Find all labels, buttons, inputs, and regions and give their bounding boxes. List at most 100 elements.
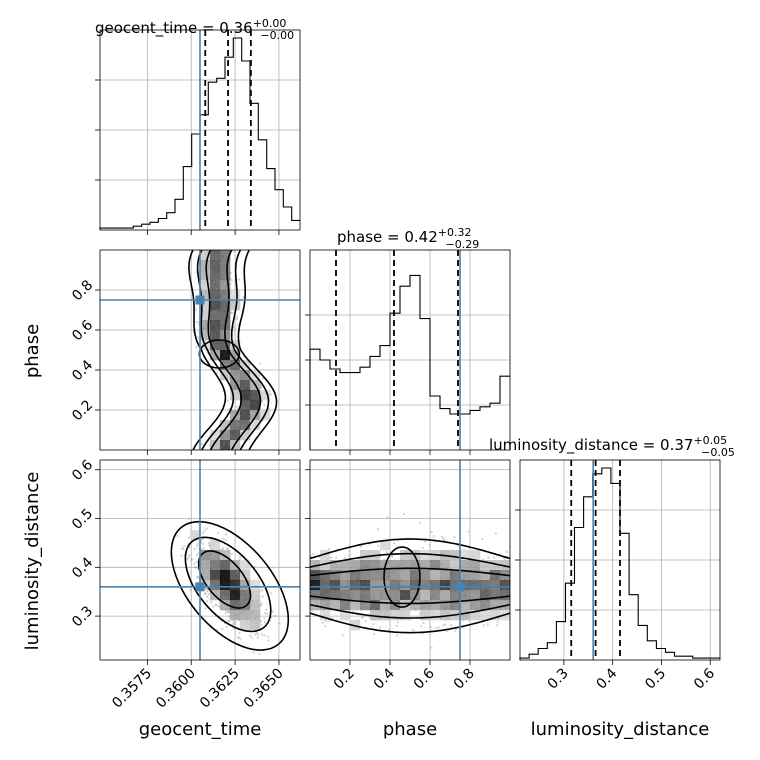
density-cell	[210, 290, 221, 301]
density-cell	[230, 290, 241, 301]
contours-phase-distance	[310, 538, 510, 634]
density-cell	[230, 570, 241, 581]
sample-point	[379, 626, 382, 629]
density-cell	[400, 570, 411, 581]
density-cell	[220, 290, 231, 301]
x-tick-label: 0.8	[451, 666, 478, 693]
density-cell	[350, 590, 361, 601]
x-axis-label-luminosity-distance: luminosity_distance	[531, 719, 710, 740]
sample-point	[360, 545, 363, 548]
sample-point	[228, 614, 231, 618]
y-axis-label-luminosity-distance: luminosity_distance	[22, 472, 43, 651]
sample-point	[396, 621, 399, 624]
density-cell	[220, 570, 231, 581]
density-cell	[470, 560, 481, 571]
contour-line	[310, 567, 510, 577]
density-cell	[220, 590, 231, 601]
sample-point	[258, 652, 261, 656]
sample-point	[442, 624, 445, 627]
sample-point	[242, 295, 245, 299]
sample-point	[238, 555, 242, 558]
sample-point	[216, 372, 219, 375]
sample-point	[387, 628, 390, 632]
density-cell	[330, 560, 341, 571]
sample-point	[403, 512, 406, 516]
y-tick-label: 0.6	[69, 317, 96, 344]
x-axis-label-phase: phase	[383, 719, 437, 740]
sample-point	[217, 531, 220, 534]
density-cell	[400, 600, 411, 611]
sample-point	[372, 622, 375, 626]
density-cell	[340, 610, 351, 621]
y-tick-label: 0.3	[69, 603, 96, 630]
density-cell	[310, 580, 321, 591]
sample-point	[422, 621, 425, 624]
sample-point	[197, 576, 200, 579]
density-cell	[240, 380, 251, 391]
sample-point	[197, 336, 200, 339]
sample-point	[467, 530, 470, 533]
sample-point	[430, 646, 433, 649]
density-cell	[370, 570, 381, 581]
density-cell	[240, 420, 251, 431]
sample-point	[493, 556, 496, 559]
y-tick-label: 0.8	[69, 277, 96, 304]
sample-point	[341, 634, 345, 637]
density-cell	[220, 440, 231, 450]
density-cell	[450, 550, 461, 561]
sample-point	[423, 540, 427, 543]
sample-point	[196, 575, 199, 578]
sample-point	[437, 626, 440, 629]
truth-marker	[195, 582, 205, 592]
contour-line	[184, 536, 272, 633]
sample-point	[190, 557, 194, 561]
density-cell	[460, 600, 471, 611]
sample-point	[267, 407, 271, 411]
sample-point	[454, 630, 457, 633]
density-cell	[210, 550, 221, 561]
density-cell	[240, 430, 251, 441]
sample-point	[278, 622, 281, 625]
sample-point	[196, 542, 199, 545]
density-cell	[250, 600, 261, 611]
sample-point	[481, 537, 484, 541]
density-cell	[460, 590, 471, 601]
density-cell	[480, 600, 491, 611]
sample-point	[201, 538, 204, 541]
contour-line	[197, 550, 252, 609]
sample-point	[421, 632, 424, 635]
density-cell	[230, 380, 241, 391]
density-cell	[220, 430, 231, 441]
sample-point	[445, 630, 448, 633]
density-cell	[470, 590, 481, 601]
density-cell	[210, 320, 221, 331]
density-cell	[320, 570, 331, 581]
sample-point	[273, 614, 276, 618]
density-cell	[380, 610, 391, 621]
density-cell	[200, 580, 211, 591]
density-cell	[250, 390, 261, 401]
density-cell	[250, 610, 261, 621]
histogram-phase	[309, 274, 510, 450]
sample-point	[230, 312, 233, 315]
density-cell	[330, 600, 341, 611]
density-cell	[240, 410, 251, 421]
density-cell	[440, 610, 451, 621]
density-cell	[390, 610, 401, 621]
density-cell	[240, 610, 251, 621]
title-phase: phase = 0.42+0.32 −0.29	[337, 226, 479, 251]
sample-point	[235, 317, 239, 320]
sample-point	[392, 542, 396, 545]
density-cell	[400, 610, 411, 621]
sample-point	[233, 250, 236, 254]
sample-point	[214, 603, 218, 607]
contour-line	[310, 603, 510, 619]
density-cell	[230, 430, 241, 441]
density-cell	[480, 610, 491, 621]
density-cell	[420, 580, 431, 591]
sample-point	[210, 451, 212, 453]
sample-point	[227, 610, 230, 613]
density-cell	[490, 610, 501, 621]
sample-point	[218, 600, 221, 604]
sample-point	[239, 637, 242, 640]
